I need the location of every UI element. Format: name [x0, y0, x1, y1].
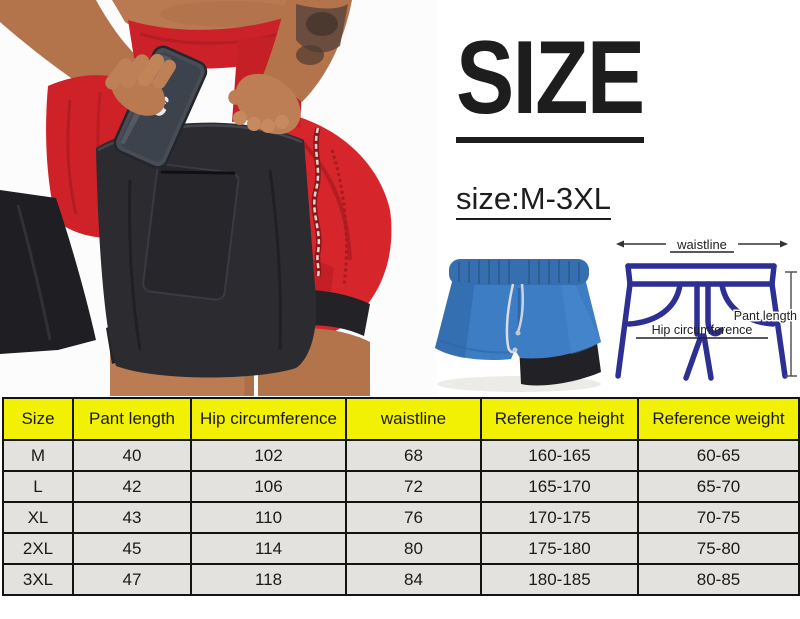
pant-length-measure: Pant length [732, 271, 798, 377]
cell-waistline: 68 [345, 439, 482, 472]
black-liner-shorts [96, 122, 317, 378]
table-row-xl: XL 43 110 76 170-175 70-75 [2, 501, 800, 534]
shorts-outline [615, 263, 788, 381]
table-row-m: M 40 102 68 160-165 60-65 [2, 439, 800, 472]
col-header-reference-weight: Reference weight [637, 397, 800, 441]
measurement-diagram: waistline Hip circumference Pant length [606, 224, 798, 396]
cell-pant-length: 43 [72, 501, 192, 534]
cell-hip-circumference: 110 [190, 501, 347, 534]
cell-reference-height: 160-165 [480, 439, 639, 472]
cell-pant-length: 42 [72, 470, 192, 503]
size-heading-block: SIZE [456, 20, 679, 143]
cell-hip-circumference: 106 [190, 470, 347, 503]
tattoo [296, 4, 348, 65]
col-header-waistline: waistline [345, 397, 482, 441]
cell-waistline: 72 [345, 470, 482, 503]
size-table: Size Pant length Hip circumference waist… [2, 397, 800, 596]
cell-waistline: 80 [345, 532, 482, 565]
cell-pant-length: 45 [72, 532, 192, 565]
cell-reference-weight: 65-70 [637, 470, 800, 503]
col-header-hip-circumference: Hip circumference [190, 397, 347, 441]
cell-reference-weight: 80-85 [637, 563, 800, 596]
product-photo [0, 0, 437, 396]
title-underline [456, 137, 644, 143]
right-arm [228, 0, 352, 135]
cell-reference-weight: 70-75 [637, 501, 800, 534]
black-fabric-flap [0, 190, 96, 354]
cell-size: 3XL [2, 563, 74, 596]
cell-reference-height: 165-170 [480, 470, 639, 503]
table-row-l: L 42 106 72 165-170 65-70 [2, 470, 800, 503]
col-header-reference-height: Reference height [480, 397, 639, 441]
liner-pocket [142, 163, 240, 301]
blue-shorts-illustration [435, 259, 601, 392]
waistline-measure: waistline [616, 237, 788, 253]
cell-reference-height: 180-185 [480, 563, 639, 596]
cell-hip-circumference: 114 [190, 532, 347, 565]
cell-hip-circumference: 118 [190, 563, 347, 596]
table-row-2xl: 2XL 45 114 80 175-180 75-80 [2, 532, 800, 565]
cell-hip-circumference: 102 [190, 439, 347, 472]
table-row-3xl: 3XL 47 118 84 180-185 80-85 [2, 563, 800, 596]
cell-pant-length: 40 [72, 439, 192, 472]
waistline-label: waistline [676, 237, 727, 252]
table-header-row: Size Pant length Hip circumference waist… [2, 397, 800, 441]
left-hand [105, 53, 176, 116]
cell-reference-height: 175-180 [480, 532, 639, 565]
cell-pant-length: 47 [72, 563, 192, 596]
pant-length-label: Pant length [734, 309, 797, 323]
cell-size: L [2, 470, 74, 503]
cell-reference-weight: 75-80 [637, 532, 800, 565]
cell-waistline: 84 [345, 563, 482, 596]
cell-waistline: 76 [345, 501, 482, 534]
hip-circumference-label: Hip circumference [652, 323, 753, 337]
page-title: SIZE [456, 20, 645, 136]
blue-shorts-photo [423, 232, 613, 395]
hip-measure: Hip circumference [636, 323, 768, 339]
drawstring [311, 127, 322, 277]
cell-size: 2XL [2, 532, 74, 565]
cell-reference-height: 170-175 [480, 501, 639, 534]
size-range-subtitle: size:M-3XL [456, 181, 612, 220]
product-photo-illustration [0, 0, 437, 396]
blue-drawstring [505, 283, 525, 354]
blue-shorts-body [435, 272, 601, 360]
cell-size: M [2, 439, 74, 472]
cell-reference-weight: 60-65 [637, 439, 800, 472]
cell-size: XL [2, 501, 74, 534]
col-header-pant-length: Pant length [72, 397, 192, 441]
blue-waistband [449, 259, 589, 285]
measurement-diagram-drawing: waistline Hip circumference Pant length [615, 237, 798, 381]
col-header-size: Size [2, 397, 74, 441]
